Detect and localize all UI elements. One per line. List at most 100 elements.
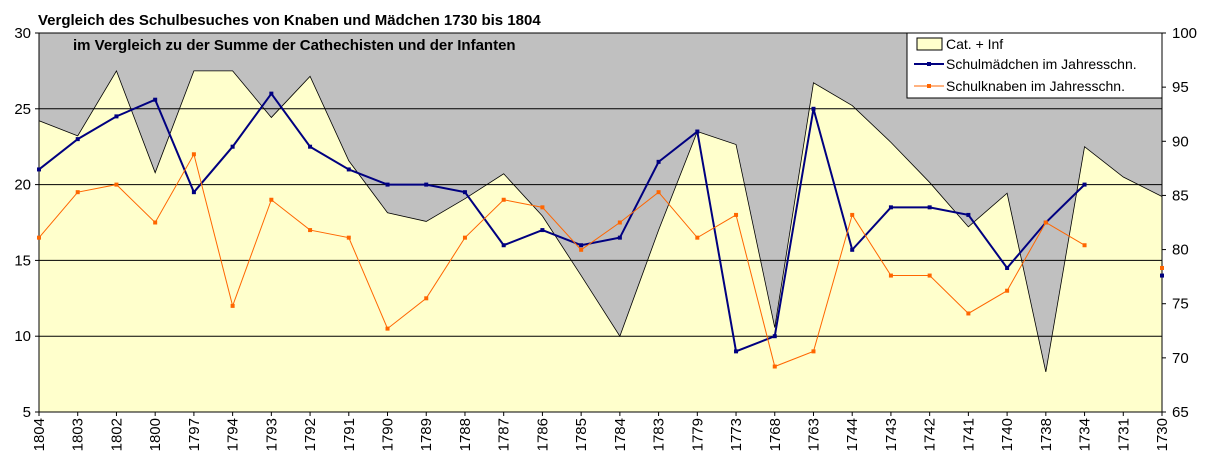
point-girls	[75, 137, 80, 142]
point-boys	[695, 235, 700, 240]
right-tick-label: 85	[1172, 187, 1189, 204]
legend-swatch-area	[916, 37, 943, 51]
x-tick-label: 1731	[1115, 418, 1132, 451]
point-girls	[850, 247, 855, 252]
point-boys	[308, 228, 313, 233]
right-tick-label: 65	[1172, 404, 1189, 421]
legend-label-girls: Schulmädchen im Jahresschn.	[946, 56, 1137, 72]
legend-marker-boys	[927, 84, 931, 88]
right-tick-label: 80	[1172, 242, 1189, 259]
point-girls	[114, 114, 119, 119]
x-tick-label: 1792	[302, 418, 319, 451]
point-boys	[540, 205, 545, 210]
point-girls	[346, 167, 351, 172]
point-girls	[966, 212, 971, 217]
line-layer	[37, 91, 1164, 369]
x-tick-label: 1740	[999, 418, 1016, 451]
point-boys	[888, 273, 893, 278]
point-boys	[501, 197, 506, 202]
point-boys	[1005, 288, 1010, 293]
point-boys	[579, 247, 584, 252]
left-tick-label: 10	[14, 328, 31, 345]
point-girls	[772, 334, 777, 339]
point-girls	[385, 182, 390, 187]
x-tick-label: 1800	[147, 418, 164, 451]
point-boys	[617, 220, 622, 225]
point-boys	[734, 212, 739, 217]
point-girls	[308, 144, 313, 149]
x-tick-label: 1803	[70, 418, 87, 451]
legend: Cat. + Inf Schulmädchen im Jahresschn. S…	[906, 32, 1163, 99]
legend-label-area: Cat. + Inf	[946, 36, 1003, 52]
point-boys	[153, 220, 158, 225]
point-girls	[888, 205, 893, 210]
left-tick-label: 15	[14, 252, 31, 269]
point-girls	[695, 129, 700, 134]
point-boys	[1043, 220, 1048, 225]
point-boys	[966, 311, 971, 316]
x-tick-label: 1783	[651, 418, 668, 451]
x-tick-label: 1802	[108, 418, 125, 451]
x-tick-label: 1730	[1154, 418, 1171, 451]
point-girls	[230, 144, 235, 149]
x-tick-label: 1741	[960, 418, 977, 451]
point-girls	[1005, 265, 1010, 270]
x-tick-label: 1791	[341, 418, 358, 451]
point-boys	[1082, 243, 1087, 248]
point-boys	[424, 296, 429, 301]
right-tick-label: 70	[1172, 350, 1189, 367]
x-tick-label: 1773	[728, 418, 745, 451]
point-girls	[617, 235, 622, 240]
right-tick-label: 100	[1172, 25, 1197, 42]
right-tick-label: 75	[1172, 296, 1189, 313]
point-girls	[424, 182, 429, 187]
x-tick-label: 1785	[573, 418, 590, 451]
chart-title: Vergleich des Schulbesuches von Knaben u…	[38, 12, 541, 29]
point-boys	[114, 182, 119, 187]
tick-labels: 5 10 15 20 25 30 65 70 75 80 85 90 95 100 1804 1803 1802…	[14, 25, 1197, 451]
line-series-girls	[38, 91, 1086, 353]
x-tick-label: 1743	[883, 418, 900, 451]
legend-label-boys: Schulknaben im Jahresschn.	[946, 78, 1125, 94]
x-tick-label: 1797	[186, 418, 203, 451]
x-tick-label: 1744	[844, 418, 861, 451]
point-boys	[191, 152, 196, 157]
x-tick-label: 1790	[380, 418, 397, 451]
point-girls	[734, 349, 739, 354]
point-boys	[37, 235, 41, 240]
x-tick-label: 1742	[922, 418, 939, 451]
legend-marker-girls	[927, 62, 931, 66]
chart-subtitle: im Vergleich zu der Summe der Cathechist…	[73, 37, 516, 54]
point-boys	[656, 190, 661, 195]
point-girls	[269, 91, 274, 96]
point-boys	[346, 235, 351, 240]
x-tick-label: 1789	[418, 418, 435, 451]
point-girls	[1160, 273, 1164, 278]
left-tick-label: 20	[14, 177, 31, 194]
x-tick-label: 1793	[263, 418, 280, 451]
point-girls	[579, 243, 584, 248]
point-boys	[927, 273, 932, 278]
point-girls	[462, 190, 467, 195]
left-tick-label: 25	[14, 101, 31, 118]
point-boys	[772, 364, 777, 369]
x-tick-label: 1794	[225, 418, 242, 451]
left-tick-label: 30	[14, 25, 31, 42]
point-boys	[230, 303, 235, 308]
point-girls	[191, 190, 196, 195]
x-tick-label: 1804	[31, 418, 48, 451]
point-boys	[462, 235, 467, 240]
point-boys	[75, 190, 80, 195]
point-boys	[1160, 265, 1164, 270]
legend-box	[906, 32, 1163, 99]
x-tick-label: 1787	[496, 418, 513, 451]
x-tick-label: 1763	[805, 418, 822, 451]
point-girls	[501, 243, 506, 248]
left-tick-label: 5	[23, 404, 31, 421]
point-boys	[850, 212, 855, 217]
x-tick-label: 1788	[457, 418, 474, 451]
x-tick-label: 1779	[689, 418, 706, 451]
right-tick-label: 90	[1172, 133, 1189, 150]
point-girls	[927, 205, 932, 210]
